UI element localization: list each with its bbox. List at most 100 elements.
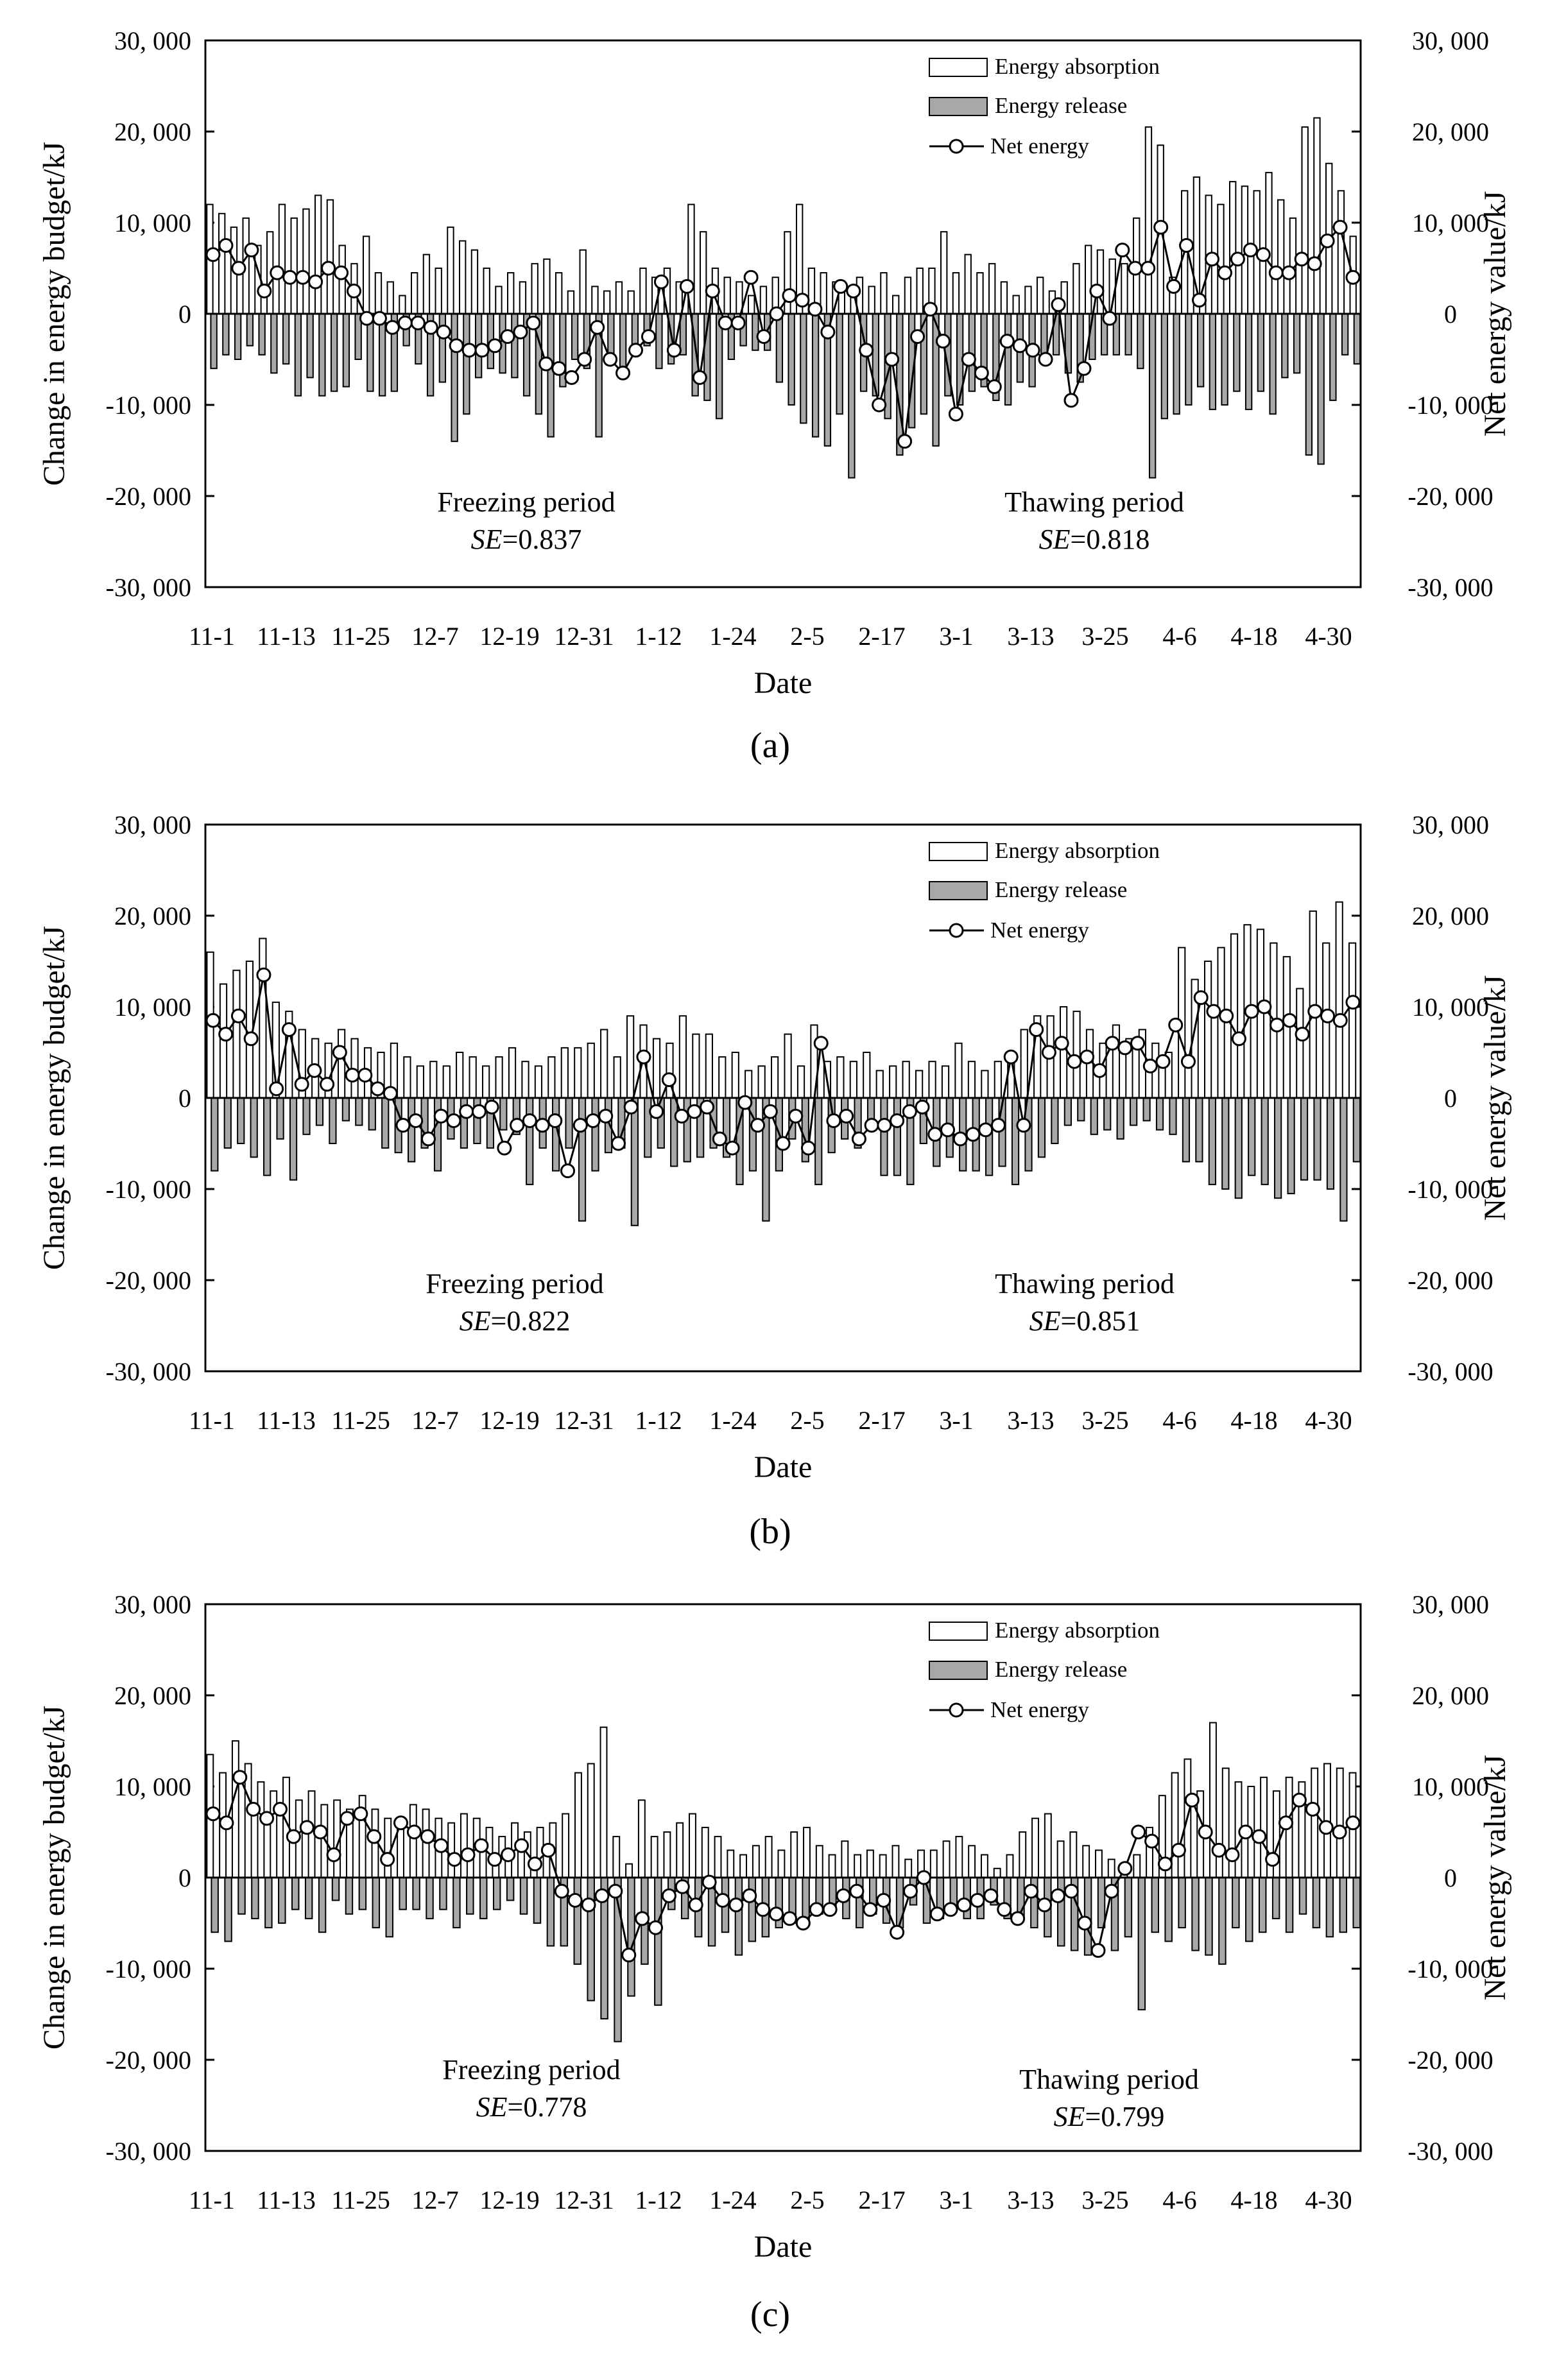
net-energy-point — [320, 1077, 335, 1092]
net-energy-point — [902, 1104, 917, 1119]
x-tick-label: 12-31 — [554, 2186, 614, 2214]
absorption-bar — [447, 227, 454, 314]
x-tick-label: 4-6 — [1162, 1406, 1196, 1435]
absorption-bar — [652, 1038, 661, 1099]
x-tick-label: 11-1 — [189, 1406, 235, 1435]
net-energy-point — [674, 1108, 689, 1124]
y-tick-label: 0 — [178, 1084, 191, 1113]
net-energy-point — [927, 1127, 943, 1142]
x-tick-label: 2-5 — [790, 1406, 824, 1435]
absorption-bar — [326, 199, 334, 314]
y-tick-label: -30, 000 — [106, 2137, 191, 2166]
net-energy-point — [1305, 1802, 1320, 1817]
absorption-bar — [495, 286, 503, 314]
release-bar — [1051, 1097, 1059, 1144]
y-tick-label: -10, 000 — [106, 1175, 191, 1204]
net-energy-point — [800, 1140, 816, 1156]
release-bar — [1103, 1097, 1112, 1131]
net-energy-point — [231, 261, 246, 276]
net-energy-point — [1345, 270, 1361, 285]
release-bar — [519, 1877, 528, 1915]
release-bar — [1329, 313, 1337, 401]
x-tick-label: 4-18 — [1230, 1406, 1277, 1435]
absorption-bar — [891, 1845, 900, 1879]
absorption-bar — [1037, 277, 1044, 315]
net-energy-point — [353, 1806, 368, 1822]
release-bar — [752, 313, 759, 351]
net-energy-point — [1307, 1004, 1323, 1019]
release-bar — [748, 1877, 757, 1942]
release-bar — [282, 313, 290, 365]
release-bar — [1258, 1877, 1267, 1933]
net-energy-point — [230, 1008, 246, 1023]
y-tick-label: -10, 000 — [106, 391, 191, 420]
net-energy-point — [1010, 1911, 1026, 1926]
absorption-bar — [1012, 295, 1020, 315]
absorption-bar — [815, 1845, 823, 1879]
net-energy-point — [692, 370, 707, 385]
net-energy-point — [641, 329, 656, 344]
net-energy-point — [603, 352, 618, 367]
y2-tick-label: 10, 000 — [1412, 209, 1489, 237]
net-energy-point — [700, 1099, 715, 1115]
release-bar — [578, 1097, 587, 1222]
net-energy-point — [956, 1897, 972, 1913]
chart-panel-b: 30, 000 30, 000 20, 000 20, 000 10, 000 10, 0… — [37, 810, 1512, 1552]
net-energy-point — [334, 265, 349, 280]
net-energy-point — [1051, 297, 1066, 312]
absorption-bar — [1204, 961, 1212, 1099]
net-energy-point — [577, 352, 592, 367]
absorption-bar — [603, 290, 611, 314]
y2-tick-label: 0 — [1444, 300, 1457, 329]
net-energy-point — [1193, 990, 1209, 1006]
net-energy-point — [756, 329, 771, 344]
x-tick-label: 3-1 — [939, 1406, 973, 1435]
x-axis-title: Date — [754, 1450, 813, 1484]
x-tick-label: 12-7 — [411, 2186, 458, 2214]
release-bar — [210, 313, 218, 370]
absorption-bar — [731, 1052, 739, 1099]
release-bar — [1124, 313, 1132, 355]
net-energy-point — [755, 1902, 771, 1917]
y2-tick-label: 0 — [1444, 1084, 1457, 1113]
legend-absorption-label: Energy absorption — [995, 1618, 1160, 1643]
net-energy-point — [406, 1824, 422, 1840]
y2-tick-label: 20, 000 — [1412, 902, 1489, 930]
absorption-bar — [777, 1849, 786, 1878]
absorption-bar — [232, 970, 241, 1099]
net-energy-point — [474, 343, 490, 358]
net-energy-point — [1050, 1888, 1065, 1903]
x-tick-label: 11-25 — [331, 1406, 390, 1435]
net-energy-point — [1063, 1883, 1079, 1899]
absorption-bar — [863, 1052, 871, 1099]
net-energy-point — [383, 1086, 398, 1101]
release-bar — [734, 1877, 743, 1956]
absorption-bar — [866, 1849, 874, 1878]
net-energy-point — [1041, 1045, 1056, 1060]
net-energy-point — [1244, 1004, 1259, 1019]
release-bar — [341, 1097, 350, 1122]
legend-net-marker — [949, 1702, 964, 1718]
y-tick-label: 20, 000 — [114, 902, 191, 930]
net-energy-point — [366, 1829, 382, 1844]
x-tick-label: 2-17 — [858, 1406, 905, 1435]
x-tick-label: 1-24 — [709, 1406, 756, 1435]
release-bar — [895, 1877, 904, 1929]
x-tick-label: 2-5 — [790, 622, 824, 651]
absorption-bar — [902, 1061, 910, 1099]
absorption-bar — [868, 286, 875, 314]
absorption-bar — [460, 1813, 468, 1879]
x-tick-label: 12-7 — [411, 622, 458, 651]
release-bar — [526, 1097, 534, 1185]
absorption-bar — [1006, 1854, 1014, 1878]
x-tick-label: 11-13 — [257, 622, 316, 651]
net-energy-point — [420, 1829, 435, 1844]
net-energy-point — [460, 1847, 476, 1862]
absorption-bar — [879, 1854, 887, 1878]
net-energy-point — [628, 343, 644, 358]
y2-tick-label: 20, 000 — [1412, 1681, 1489, 1710]
net-energy-point — [1295, 1027, 1310, 1042]
absorption-bar — [469, 1056, 477, 1099]
net-energy-point — [965, 1127, 981, 1142]
